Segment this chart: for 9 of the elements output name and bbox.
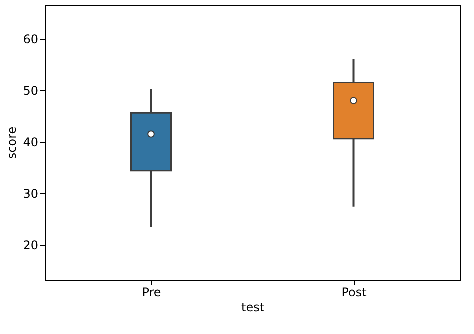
- y-tick-label: 50: [23, 84, 38, 98]
- y-tick-label: 40: [23, 135, 38, 150]
- x-tick-label: Pre: [142, 286, 162, 300]
- x-tick-label: Post: [342, 286, 368, 300]
- y-tick-label: 30: [23, 186, 38, 201]
- y-tick-label: 60: [23, 32, 38, 46]
- y-tick-label: 20: [23, 238, 38, 252]
- y-axis-title: score: [5, 126, 20, 160]
- x-axis-title: test: [241, 300, 265, 314]
